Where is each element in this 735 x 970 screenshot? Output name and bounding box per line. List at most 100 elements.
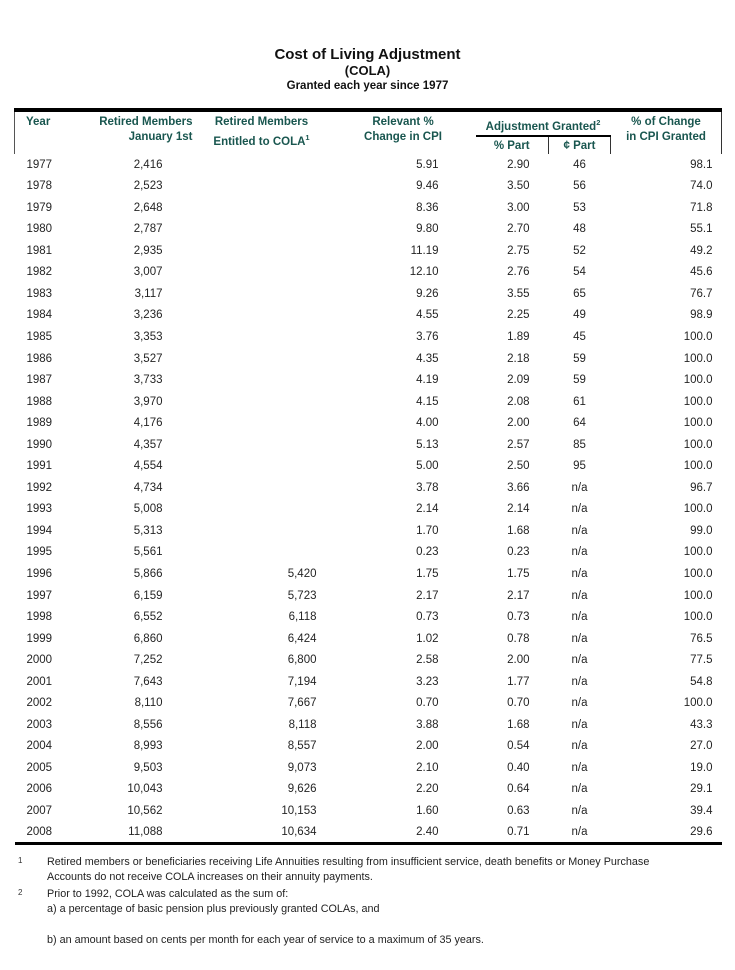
- table-row: 2001 7,643 7,194 3.23 1.77 n/a 54.8: [15, 671, 722, 693]
- table-row: 2004 8,993 8,557 2.00 0.54 n/a 27.0: [15, 736, 722, 758]
- table-row: 1984 3,236 4.55 2.25 49 98.9: [15, 305, 722, 327]
- cell-cent-part: n/a: [571, 697, 588, 710]
- cell-cent-part: n/a: [571, 524, 588, 537]
- cell-percent-part: 3.66: [507, 481, 530, 494]
- cell-retired-members: 4,554: [133, 460, 163, 473]
- cell-cent-part: n/a: [571, 675, 588, 688]
- cell-entitled: [193, 240, 331, 262]
- cell-cent-part: 85: [573, 438, 586, 451]
- footnote-2-marker: 2: [18, 887, 23, 897]
- table-row: 1990 4,357 5.13 2.57 85 100.0: [15, 434, 722, 456]
- header-entitled-line2: Entitled to COLA: [213, 135, 306, 148]
- cell-percent-part: 0.70: [507, 697, 530, 710]
- table-row: 2003 8,556 8,118 3.88 1.68 n/a 43.3: [15, 714, 722, 736]
- cell-percent-part: 2.08: [507, 395, 530, 408]
- cell-retired-members: 3,527: [133, 352, 163, 365]
- cell-cpi-change: 12.10: [409, 266, 439, 279]
- cell-cpi-change: 2.14: [416, 503, 439, 516]
- cell-entitled: 10,634: [281, 825, 317, 838]
- table-row: 1987 3,733 4.19 2.09 59 100.0: [15, 369, 722, 391]
- cell-year: 1999: [26, 632, 53, 645]
- cell-year: 2000: [26, 654, 53, 667]
- cell-change-granted: 100.0: [683, 374, 713, 387]
- cell-percent-part: 3.00: [507, 201, 530, 214]
- cell-cent-part: 61: [573, 395, 586, 408]
- cell-cpi-change: 3.76: [416, 330, 439, 343]
- cell-change-granted: 99.0: [690, 524, 713, 537]
- cell-percent-part: 1.77: [507, 675, 530, 688]
- cell-entitled: 9,073: [287, 761, 317, 774]
- cell-percent-part: 2.90: [507, 158, 530, 171]
- cell-cpi-change: 5.00: [416, 460, 439, 473]
- cell-entitled: 6,800: [287, 654, 317, 667]
- cell-cent-part: 54: [573, 266, 586, 279]
- table-row: 1977 2,416 5.91 2.90 46 98.1: [15, 154, 722, 176]
- cell-change-granted: 71.8: [690, 201, 713, 214]
- cell-change-granted: 100.0: [683, 567, 713, 580]
- cell-retired-members: 3,236: [133, 309, 163, 322]
- title-block: Cost of Living Adjustment (COLA) Granted…: [0, 0, 735, 94]
- cell-change-granted: 76.7: [690, 287, 713, 300]
- cell-entitled: [193, 369, 331, 391]
- cell-year: 1978: [26, 180, 53, 193]
- cell-retired-members: 3,970: [133, 395, 163, 408]
- cell-percent-part: 2.18: [507, 352, 530, 365]
- cell-entitled: [193, 218, 331, 240]
- cell-change-granted: 100.0: [683, 611, 713, 624]
- table-body: 1977 2,416 5.91 2.90 46 98.1 1978 2,523 9.46 3.50…: [15, 154, 722, 844]
- cell-change-granted: 100.0: [683, 352, 713, 365]
- cell-cpi-change: 4.15: [416, 395, 439, 408]
- cell-cpi-change: 9.26: [416, 287, 439, 300]
- cell-retired-members: 6,860: [133, 632, 163, 645]
- cell-year: 1995: [26, 546, 53, 559]
- cell-percent-part: 2.14: [507, 503, 530, 516]
- table-row: 1995 5,561 0.23 0.23 n/a 100.0: [15, 542, 722, 564]
- cell-cpi-change: 9.80: [416, 223, 439, 236]
- cell-year: 1979: [26, 201, 53, 214]
- cell-year: 1993: [26, 503, 53, 516]
- cell-year: 1984: [26, 309, 53, 322]
- cell-cent-part: 59: [573, 352, 586, 365]
- cell-year: 1998: [26, 611, 53, 624]
- cell-cpi-change: 9.46: [416, 180, 439, 193]
- cell-cent-part: 59: [573, 374, 586, 387]
- cell-cent-part: n/a: [571, 632, 588, 645]
- cell-retired-members: 4,176: [133, 417, 163, 430]
- cell-cpi-change: 4.35: [416, 352, 439, 365]
- cell-change-granted: 76.5: [690, 632, 713, 645]
- cell-cpi-change: 1.75: [416, 567, 439, 580]
- cell-year: 1991: [26, 460, 53, 473]
- table-row: 1980 2,787 9.80 2.70 48 55.1: [15, 218, 722, 240]
- table-row: 1991 4,554 5.00 2.50 95 100.0: [15, 455, 722, 477]
- table-row: 1997 6,159 5,723 2.17 2.17 n/a 100.0: [15, 585, 722, 607]
- header-change-granted: % of Change in CPI Granted: [610, 110, 722, 154]
- table-row: 1999 6,860 6,424 1.02 0.78 n/a 76.5: [15, 628, 722, 650]
- cell-year: 1985: [26, 330, 53, 343]
- cell-entitled: [193, 412, 331, 434]
- header-relevant-cpi: Relevant % Change in CPI: [364, 116, 442, 143]
- table-row: 1985 3,353 3.76 1.89 45 100.0: [15, 326, 722, 348]
- cell-percent-part: 2.17: [507, 589, 530, 602]
- cell-cent-part: 48: [573, 223, 586, 236]
- footnote-2-text: Prior to 1992, COLA was calculated as th…: [47, 887, 484, 947]
- cell-percent-part: 3.55: [507, 287, 530, 300]
- cell-cpi-change: 0.70: [416, 697, 439, 710]
- cell-change-granted: 54.8: [690, 675, 713, 688]
- cell-entitled: 8,557: [287, 740, 317, 753]
- cell-cpi-change: 2.40: [416, 825, 439, 838]
- cell-year: 2004: [26, 740, 53, 753]
- table-row: 2006 10,043 9,626 2.20 0.64 n/a 29.1: [15, 779, 722, 801]
- cell-year: 2001: [26, 675, 53, 688]
- cell-cpi-change: 1.02: [416, 632, 439, 645]
- cell-cent-part: n/a: [571, 589, 588, 602]
- cell-entitled: [193, 477, 331, 499]
- cell-retired-members: 3,117: [134, 287, 163, 300]
- cell-percent-part: 2.00: [507, 654, 530, 667]
- table-row: 2007 10,562 10,153 1.60 0.63 n/a 39.4: [15, 800, 722, 822]
- cell-change-granted: 100.0: [683, 589, 713, 602]
- document-caption: Granted each year since 1977: [286, 80, 449, 92]
- cell-cent-part: n/a: [571, 481, 588, 494]
- cell-percent-part: 2.57: [507, 438, 530, 451]
- table-row: 1994 5,313 1.70 1.68 n/a 99.0: [15, 520, 722, 542]
